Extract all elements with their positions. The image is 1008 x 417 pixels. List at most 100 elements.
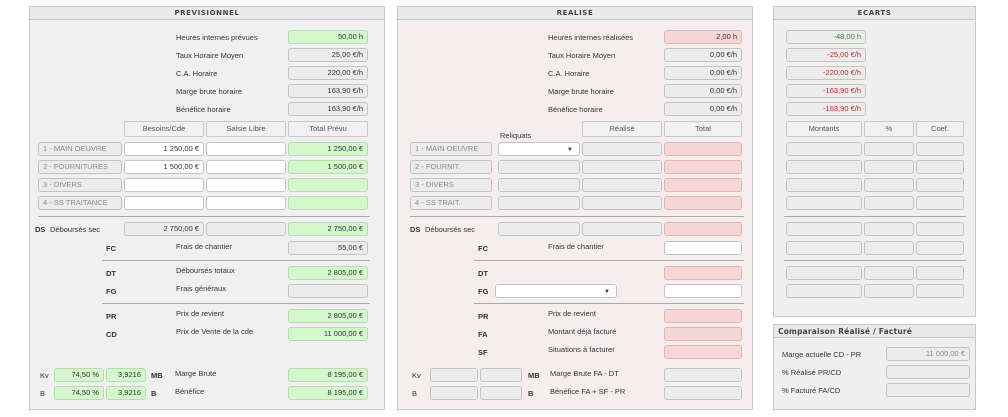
ecart-cell <box>864 178 914 192</box>
separator <box>410 216 744 217</box>
field-total-fournitures <box>664 160 742 174</box>
ecart-cell <box>786 222 862 236</box>
code-fa: FA <box>478 330 488 339</box>
field-marge-brute <box>664 368 742 382</box>
field-reliquats-fournitures <box>498 160 580 174</box>
field-saisie-fournitures[interactable] <box>206 160 286 174</box>
label-kv: Kv <box>412 371 421 380</box>
ecart-cell <box>786 284 862 298</box>
field-kb-coef <box>480 386 522 400</box>
select-reliquats[interactable]: ▼ <box>498 142 580 156</box>
ecart-cell <box>916 142 964 156</box>
field-frais-chantier[interactable] <box>664 241 742 255</box>
field-kb-pct <box>430 386 478 400</box>
code-cd: CD <box>106 330 117 339</box>
field-realise-divers <box>582 178 662 192</box>
field-total-ss-trait <box>664 196 742 210</box>
field-ds-total: 2 750,00 € <box>288 222 368 236</box>
field-reliquats-divers <box>498 178 580 192</box>
label-frais-chantier: Frais de chantier <box>176 242 232 251</box>
row-label-fournitures: 2 - FOURNIT. <box>410 160 492 174</box>
ecart-cell <box>864 142 914 156</box>
label-taux: Taux Horaire Moyen <box>548 51 616 60</box>
ecart-cell <box>916 222 964 236</box>
label-debourses-totaux: Déboursés totaux <box>176 266 235 275</box>
field-marge-horaire: 163,90 €/h <box>288 84 368 98</box>
code-mb: MB <box>528 371 540 380</box>
field-kv-pct <box>430 368 478 382</box>
label-marge-brute: Marge Brute FA - DT <box>550 369 619 378</box>
code-dt: DT <box>106 269 116 278</box>
panel-title: Comparaison Réalisé / Facturé <box>774 325 975 338</box>
field-kv-pct: 74,50 % <box>54 368 104 382</box>
ecart-cell <box>786 160 862 174</box>
ecart-cell <box>786 241 862 255</box>
label-pct-realise: % Réalisé PR/CD <box>782 368 842 377</box>
field-benefice: 8 195,00 € <box>288 386 368 400</box>
field-total-main-oeuvre <box>664 142 742 156</box>
field-besoins-divers[interactable] <box>124 178 204 192</box>
field-realise-ss-trait <box>582 196 662 210</box>
field-besoins-main-oeuvre[interactable]: 1 250,00 € <box>124 142 204 156</box>
header-pct: % <box>864 121 914 137</box>
separator <box>474 303 744 304</box>
separator <box>784 216 966 217</box>
field-frais-generaux <box>288 284 368 298</box>
field-kb-pct: 74,50 % <box>54 386 104 400</box>
ecart-cell <box>786 266 862 280</box>
field-ca-horaire: 0,00 €/h <box>664 66 742 80</box>
field-prix-vente[interactable]: 11 000,00 € <box>288 327 368 341</box>
panel-comparaison: Comparaison Réalisé / Facturé Marge actu… <box>773 324 976 410</box>
header-total: Total Prévu <box>288 121 368 137</box>
label-heures-realisees: Heures internes réalisées <box>548 33 634 42</box>
field-ds-besoins: 2 750,00 € <box>124 222 204 236</box>
label-benefice: Bénéfice FA + SF - PR <box>550 387 626 396</box>
field-pct-realise <box>886 365 970 379</box>
header-coef: Coef. <box>916 121 964 137</box>
ecart-cell <box>916 160 964 174</box>
field-realise-fournitures <box>582 160 662 174</box>
field-benefice-horaire: 0,00 €/h <box>664 102 742 116</box>
field-benefice-horaire: 163,90 €/h <box>288 102 368 116</box>
field-montant-facture <box>664 327 742 341</box>
field-ecart-ca: -220,00 €/h <box>786 66 866 80</box>
field-heures-prevues[interactable]: 50,00 h <box>288 30 368 44</box>
label-taux: Taux Horaire Moyen <box>176 51 244 60</box>
row-label-ss-traitance: 4 - SS TRAITANCE <box>38 196 122 210</box>
field-pct-facture <box>886 383 970 397</box>
field-ecart-heures: -48,00 h <box>786 30 866 44</box>
label-debourses-sec: Déboursés sec <box>425 225 476 234</box>
field-saisie-ss-traitance[interactable] <box>206 196 286 210</box>
select-frais-generaux[interactable]: ▼ <box>495 284 617 298</box>
code-b: B <box>528 389 534 398</box>
row-label-main-oeuvre: 1 - MAIN OEUVRE <box>410 142 492 156</box>
ecart-cell <box>864 266 914 280</box>
label-prix-revient: Prix de revient <box>548 309 596 318</box>
header-saisie: Saisie Libre <box>206 121 286 137</box>
field-frais-chantier: 55,00 € <box>288 241 368 255</box>
dropdown-arrow-icon: ▼ <box>567 147 573 153</box>
label-frais-generaux: Frais généraux <box>176 284 227 293</box>
separator <box>102 303 370 304</box>
header-total: Total <box>664 121 742 137</box>
label-frais-chantier: Frais de chantier <box>548 242 604 251</box>
field-besoins-ss-traitance[interactable] <box>124 196 204 210</box>
field-frais-generaux[interactable] <box>664 284 742 298</box>
label-montant-facture: Montant déjà facturé <box>548 327 617 336</box>
field-saisie-main-oeuvre[interactable] <box>206 142 286 156</box>
code-fc: FC <box>106 244 116 253</box>
panel-title: PREVISIONNEL <box>30 7 384 20</box>
row-label-divers: 3 - DIVERS <box>38 178 122 192</box>
dropdown-arrow-icon: ▼ <box>604 289 610 295</box>
field-ds-reliquats <box>498 222 580 236</box>
field-besoins-fournitures[interactable]: 1 500,00 € <box>124 160 204 174</box>
label-prix-revient: Prix de revient <box>176 309 224 318</box>
field-benefice <box>664 386 742 400</box>
field-ecart-marge: -163,90 €/h <box>786 84 866 98</box>
code-mb: MB <box>151 371 163 380</box>
code-fc: FC <box>478 244 488 253</box>
label-ca: C.A. Horaire <box>176 69 218 78</box>
code-ds: DS <box>410 225 421 234</box>
field-ds-realise <box>582 222 662 236</box>
field-saisie-divers[interactable] <box>206 178 286 192</box>
